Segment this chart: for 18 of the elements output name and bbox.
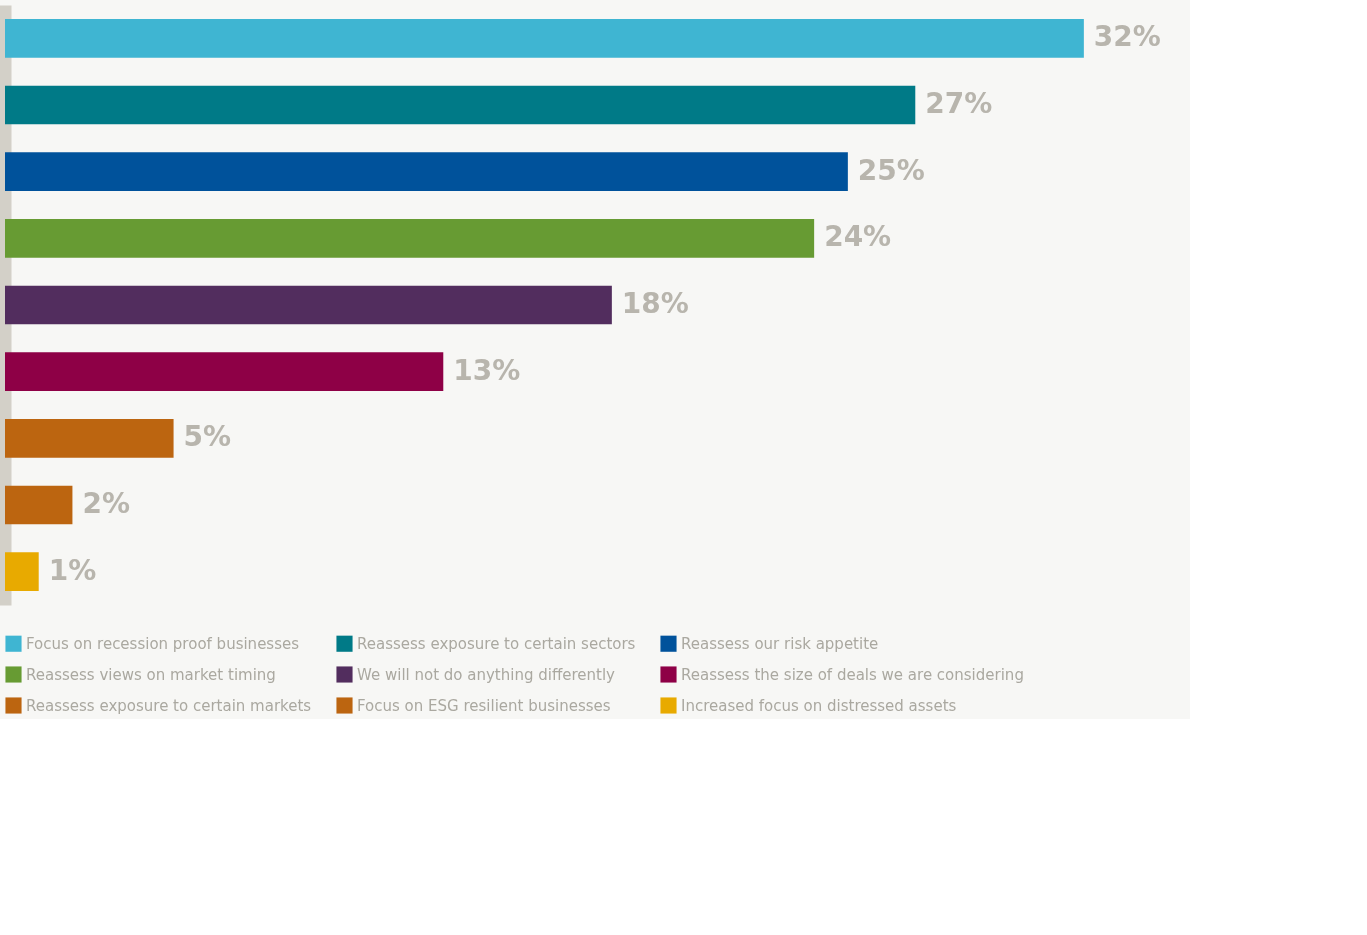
data-label: 18% (621, 287, 689, 320)
data-label: 13% (453, 353, 521, 387)
data-label: 24% (824, 220, 892, 254)
data-label: 32% (1093, 20, 1161, 54)
legend-label: Reassess the size of deals we are considering (681, 665, 1024, 684)
data-label: 27% (925, 87, 993, 120)
legend-label: Reassess exposure to certain markets (26, 696, 312, 715)
data-label: 5% (183, 420, 232, 454)
data-label: 2% (82, 487, 130, 520)
legend-label: Focus on recession proof businesses (26, 634, 300, 653)
data-label: 25% (857, 153, 925, 187)
legend-label: Increased focus on distressed assets (681, 696, 957, 715)
legend-label: We will not do anything differently (357, 665, 616, 684)
data-label: 1% (48, 553, 97, 587)
legend-label: Reassess views on market timing (26, 665, 276, 684)
legend-label: Focus on ESG resilient businesses (357, 696, 611, 715)
legend-label: Reassess exposure to certain sectors (357, 634, 636, 653)
legend-label: Reassess our risk appetite (681, 634, 879, 653)
